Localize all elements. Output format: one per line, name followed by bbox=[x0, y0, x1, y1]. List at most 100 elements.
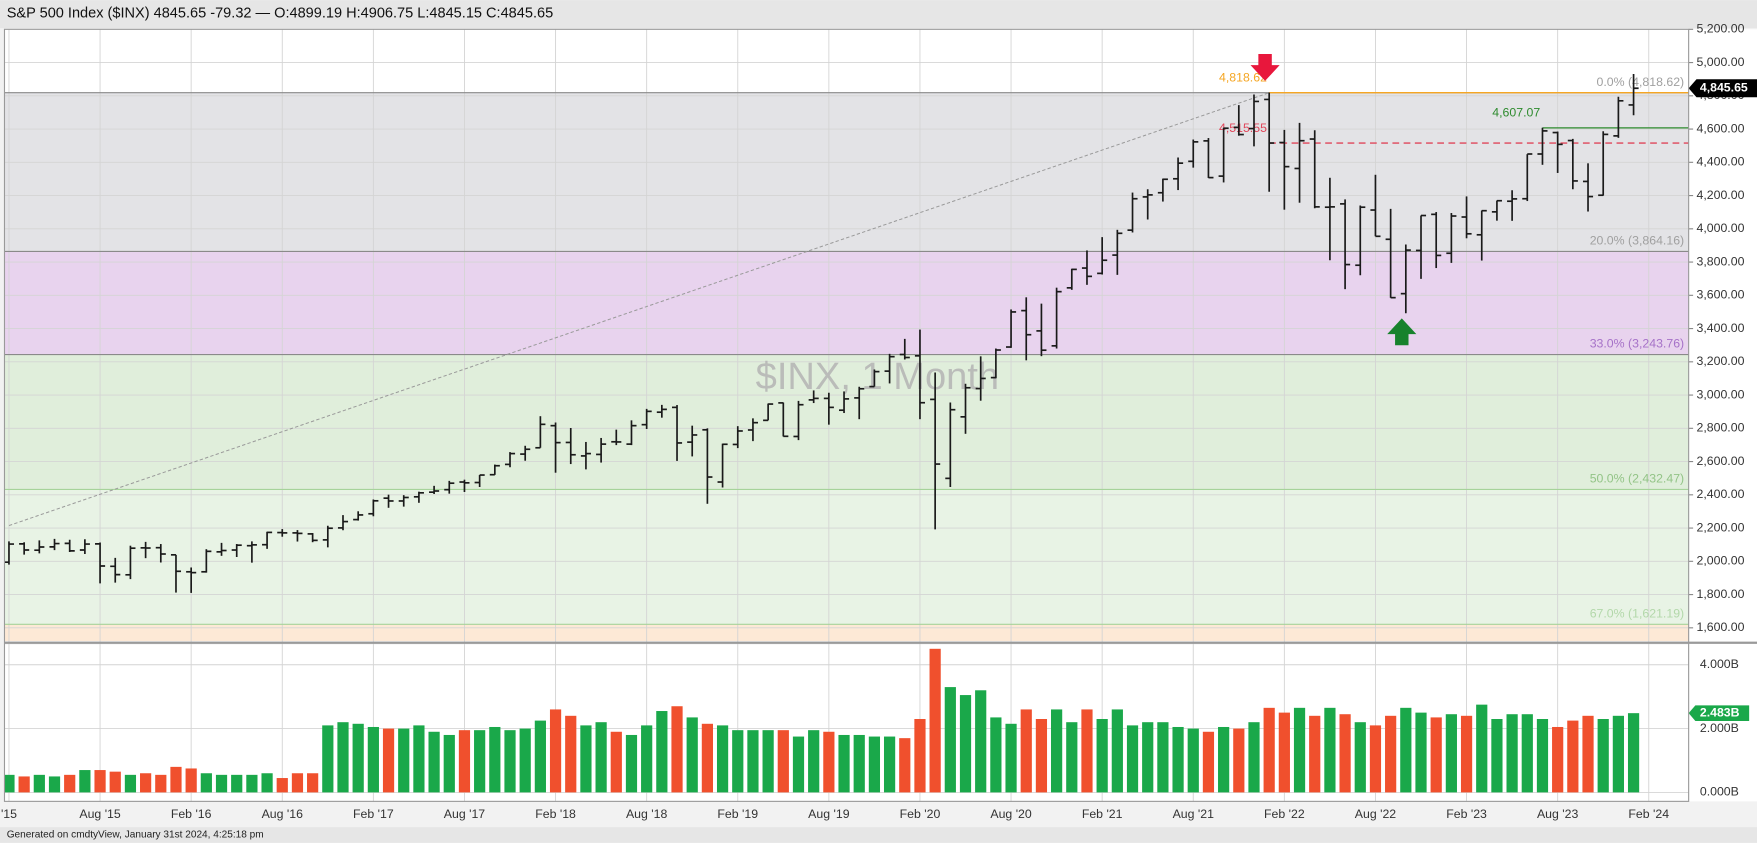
volume-bar bbox=[1339, 714, 1351, 793]
volume-bar bbox=[838, 734, 850, 793]
y-tick-label: 2,000.00 bbox=[1696, 554, 1744, 568]
volume-bar bbox=[1157, 722, 1169, 793]
volume-bar bbox=[1218, 726, 1230, 793]
volume-bar bbox=[959, 695, 972, 793]
volume-bar bbox=[792, 736, 805, 793]
volume-bar bbox=[215, 774, 228, 793]
volume-bar bbox=[929, 648, 941, 793]
level-label: 4,515.55 bbox=[1219, 121, 1267, 135]
x-tick-label: Feb '19 bbox=[717, 807, 758, 821]
volume-bar bbox=[1354, 722, 1366, 793]
volume-bar bbox=[94, 770, 106, 793]
volume-bar bbox=[1111, 709, 1123, 793]
volume-bar bbox=[1051, 709, 1063, 793]
x-tick-label: Aug '20 bbox=[990, 807, 1032, 821]
volume-bar bbox=[1187, 728, 1199, 793]
volume-bar bbox=[823, 731, 835, 793]
volume-bar bbox=[48, 776, 61, 793]
x-tick-label: Feb '23 bbox=[1446, 807, 1487, 821]
volume-bar bbox=[656, 711, 668, 793]
footer: Generated on cmdtyView, January 31st 202… bbox=[7, 830, 264, 841]
volume-bar bbox=[1506, 714, 1518, 793]
y-tick-label: 4,600.00 bbox=[1696, 121, 1744, 135]
volume-layer bbox=[4, 648, 1640, 793]
fib-label: 67.0% (1,621.19) bbox=[1590, 606, 1684, 620]
volume-bar bbox=[1081, 709, 1093, 793]
volume-bar bbox=[124, 774, 137, 793]
volume-bar bbox=[1263, 707, 1275, 793]
volume-bar bbox=[1521, 714, 1533, 793]
x-tick-label: Feb '16 bbox=[171, 807, 212, 821]
volume-bar bbox=[610, 731, 622, 793]
x-tick-label: Aug '22 bbox=[1355, 807, 1397, 821]
sell-arrow bbox=[1250, 53, 1280, 81]
volume-bar bbox=[868, 736, 881, 793]
y-tick-label: 5,200.00 bbox=[1696, 22, 1744, 36]
volume-bar bbox=[625, 734, 638, 793]
volume-bar bbox=[276, 778, 288, 793]
volume-bar bbox=[1096, 719, 1108, 793]
watermark: $INX, 1 Month bbox=[756, 356, 999, 398]
volume-bar bbox=[944, 687, 956, 793]
footer-bar bbox=[0, 827, 1757, 843]
volume-bar bbox=[33, 774, 45, 793]
volume-bar bbox=[1460, 715, 1473, 793]
volume-bar bbox=[808, 730, 820, 793]
volume-bar bbox=[565, 715, 577, 793]
fib-band bbox=[4, 489, 1689, 625]
fib-label: 0.0% (4,818.62) bbox=[1597, 75, 1685, 89]
y-tick-label: 4,200.00 bbox=[1696, 188, 1744, 202]
volume-bar bbox=[975, 690, 987, 793]
y-tick-label: 2,200.00 bbox=[1696, 520, 1744, 534]
volume-bar bbox=[1278, 712, 1290, 793]
volume-bar bbox=[261, 773, 273, 793]
fib-band bbox=[4, 354, 1689, 490]
volume-bar bbox=[1415, 712, 1427, 793]
x-tick-label: Aug '16 bbox=[262, 807, 304, 821]
y-tick-label: 1,600.00 bbox=[1696, 620, 1744, 634]
volume-bar bbox=[1202, 731, 1215, 793]
volume-bar bbox=[1233, 728, 1245, 793]
x-tick-label: Feb '22 bbox=[1264, 807, 1305, 821]
header-bar bbox=[0, 0, 1757, 29]
x-tick-label: Aug '21 bbox=[1173, 807, 1215, 821]
volume-bar bbox=[352, 723, 364, 793]
volume-bar bbox=[580, 725, 592, 793]
chart-title: S&P 500 Index ($INX) bbox=[7, 5, 150, 21]
volume-bar bbox=[382, 728, 395, 793]
volume-bar bbox=[1309, 715, 1321, 793]
volume-bar bbox=[170, 766, 182, 793]
y-tick-label: 3,600.00 bbox=[1696, 288, 1744, 302]
volume-bar bbox=[1066, 722, 1078, 793]
volume-bar bbox=[990, 717, 1002, 793]
volume-bar bbox=[1612, 715, 1624, 793]
volume-bar bbox=[428, 731, 440, 793]
volume-bar bbox=[519, 728, 531, 793]
volume-bar bbox=[458, 730, 471, 793]
y-tick-label: 3,200.00 bbox=[1696, 354, 1744, 368]
volume-bar bbox=[549, 709, 562, 793]
buy-arrow bbox=[1387, 318, 1417, 346]
volume-bar bbox=[109, 771, 121, 793]
volume-bar bbox=[231, 774, 243, 793]
x-tick-label: Feb '24 bbox=[1628, 807, 1669, 821]
volume-bar bbox=[1142, 722, 1154, 793]
fib-band bbox=[4, 92, 1689, 252]
x-tick-label: Aug '19 bbox=[808, 807, 850, 821]
volume-bar bbox=[443, 734, 455, 793]
volume-bar bbox=[914, 719, 926, 793]
quote: 4845.65 -79.32 — O:4899.19 H:4906.75 L:4… bbox=[154, 5, 554, 21]
volume-bar bbox=[701, 723, 713, 793]
volume-bar bbox=[246, 774, 258, 793]
volume-bar bbox=[595, 722, 607, 793]
volume-tick-label: 2.000B bbox=[1700, 721, 1739, 735]
volume-bar bbox=[1248, 722, 1260, 793]
volume-bar bbox=[489, 726, 501, 793]
header: S&P 500 Index ($INX) 4845.65 -79.32 — O:… bbox=[7, 5, 553, 21]
volume-bar bbox=[716, 725, 729, 793]
x-tick-label: Feb '17 bbox=[353, 807, 394, 821]
x-tick-label: Aug '17 bbox=[444, 807, 486, 821]
volume-bar bbox=[18, 776, 30, 793]
bands bbox=[4, 92, 1689, 642]
